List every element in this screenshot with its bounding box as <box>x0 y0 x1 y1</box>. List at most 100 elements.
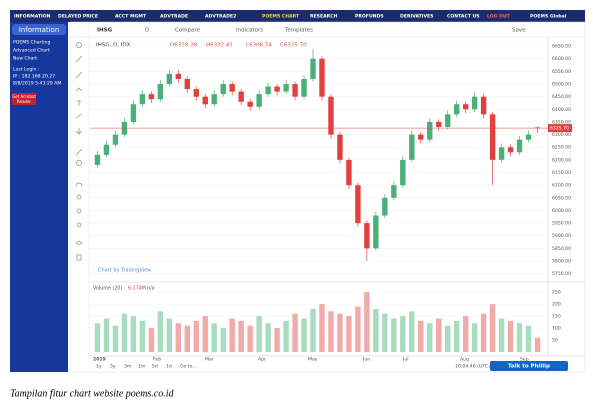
y-tick-label: 6150.00 <box>552 170 571 176</box>
volume-bar <box>193 320 199 352</box>
volume-bar <box>462 316 469 352</box>
volume-bar <box>489 304 496 352</box>
toolbar-interval[interactable]: D <box>145 28 149 34</box>
legend-value: C6325.70 <box>280 43 307 49</box>
volume-bar <box>445 325 451 352</box>
sidebar-item[interactable]: POEMS Charting <box>13 40 50 46</box>
candle-body <box>400 159 406 186</box>
nav-item[interactable]: INFORMATION <box>14 14 51 20</box>
volume-ma: n/a <box>147 286 155 292</box>
volume-bar <box>265 323 271 352</box>
candle-body <box>534 127 541 129</box>
candle-body <box>436 121 442 128</box>
y-tick-label: 6650.00 <box>552 44 571 50</box>
nav-item[interactable]: DELAYED PRICE <box>58 14 98 20</box>
candle-body <box>337 134 343 160</box>
volume-bar <box>355 306 361 352</box>
last-price-box <box>548 124 572 133</box>
y-tick-label: 6050.00 <box>552 195 571 201</box>
nav-item[interactable]: PROFUNDS <box>355 14 384 20</box>
talk-button[interactable] <box>490 361 568 371</box>
candle-body <box>139 94 146 105</box>
x-axis-label: Aug <box>460 357 469 363</box>
talk-button-label[interactable]: Talk to Phillip <box>508 364 550 370</box>
sidebar-item[interactable]: New Chart <box>13 56 37 62</box>
volume-bar <box>346 316 352 352</box>
candle-body <box>175 73 182 79</box>
nav-item[interactable]: POEMS Global <box>530 14 567 20</box>
volume-bar <box>301 318 307 352</box>
nav-item[interactable]: ADVTRADE <box>160 14 188 20</box>
y-tick-label: 5900.00 <box>552 233 571 239</box>
candle-body <box>238 91 244 102</box>
volume-bar <box>382 313 388 352</box>
range-button[interactable]: 3m <box>124 364 132 370</box>
volume-bar <box>229 318 235 352</box>
sidebar-item[interactable]: Advanced Chart <box>13 48 50 54</box>
range-button[interactable]: 5y <box>110 364 116 370</box>
volume-bar <box>112 325 119 352</box>
toolbar-save[interactable]: Save <box>512 28 526 34</box>
candle-body <box>382 197 388 216</box>
candle-body <box>283 84 289 92</box>
y-tick-label: 6200.00 <box>552 157 571 163</box>
y-tick-label: 5750.00 <box>552 271 571 277</box>
range-button[interactable]: Go to... <box>180 364 197 370</box>
candle-body <box>471 96 478 110</box>
sidebar-header: Information <box>19 26 60 34</box>
candle-body <box>462 104 469 110</box>
volume-bar <box>525 325 532 352</box>
candle-body <box>409 134 415 160</box>
y-tick-label: 5850.00 <box>552 246 571 252</box>
toolbar-compare[interactable]: Compare <box>175 28 201 34</box>
volume-bar <box>498 318 505 352</box>
y-tick-label: 6550.00 <box>552 69 571 75</box>
login-info: Last Login : <box>13 67 40 73</box>
x-axis-label: Feb <box>153 357 161 363</box>
nav-item[interactable]: ADVTRADE2 <box>205 14 236 20</box>
volume-bar <box>166 318 173 352</box>
volume-tick-label: 250 <box>552 290 561 296</box>
y-tick-label: 5800.00 <box>552 259 571 265</box>
candle-body <box>211 94 217 105</box>
candle-body <box>355 185 361 224</box>
sidebar-header-bg <box>12 24 66 35</box>
toolbar-symbol[interactable]: IHSG <box>97 28 113 34</box>
candle-body <box>148 94 155 100</box>
volume-bar <box>220 328 226 352</box>
nav-item[interactable]: POEMS CHART <box>262 14 300 20</box>
candle-body <box>166 73 173 85</box>
watermark: Chart by TradingView <box>98 268 151 274</box>
login-info: 8/8/2019 5:43:29 AM <box>13 81 61 87</box>
range-button[interactable]: 1m <box>138 364 146 370</box>
volume-bar <box>202 316 208 352</box>
nav-item[interactable]: DERIVATIVES <box>400 14 433 20</box>
legend-value: H6332.41 <box>206 43 233 49</box>
candle-body <box>516 139 523 153</box>
volume-bar <box>364 292 370 352</box>
nav-item[interactable]: RESEARCH <box>310 14 338 20</box>
y-tick-label: 6350.00 <box>552 119 571 125</box>
candle-body <box>274 86 280 92</box>
volume-bar <box>507 320 514 352</box>
volume-bar <box>157 311 164 352</box>
volume-bar <box>292 313 298 352</box>
nav-item[interactable]: ACCT MGMT <box>115 14 147 20</box>
nav-item[interactable]: LOG OUT <box>487 14 511 20</box>
acrobat-badge[interactable] <box>12 93 36 105</box>
volume-bar <box>148 328 155 352</box>
candle-body <box>265 86 271 95</box>
candle-body <box>202 96 208 105</box>
toolbar-indicators[interactable]: Indicators <box>236 28 263 34</box>
x-axis-label: Mar <box>205 357 214 363</box>
candle-body <box>130 104 137 122</box>
badge-text: Get Acrobat <box>12 94 36 99</box>
range-button[interactable]: 1y <box>96 364 102 370</box>
nav-item[interactable]: CONTACT US <box>447 14 480 20</box>
range-button[interactable]: 1d <box>166 364 172 370</box>
candle-body <box>391 185 397 198</box>
toolbar-templates[interactable]: Templates <box>284 28 313 34</box>
range-button[interactable]: 5d <box>152 364 158 370</box>
candle-body <box>310 58 316 79</box>
